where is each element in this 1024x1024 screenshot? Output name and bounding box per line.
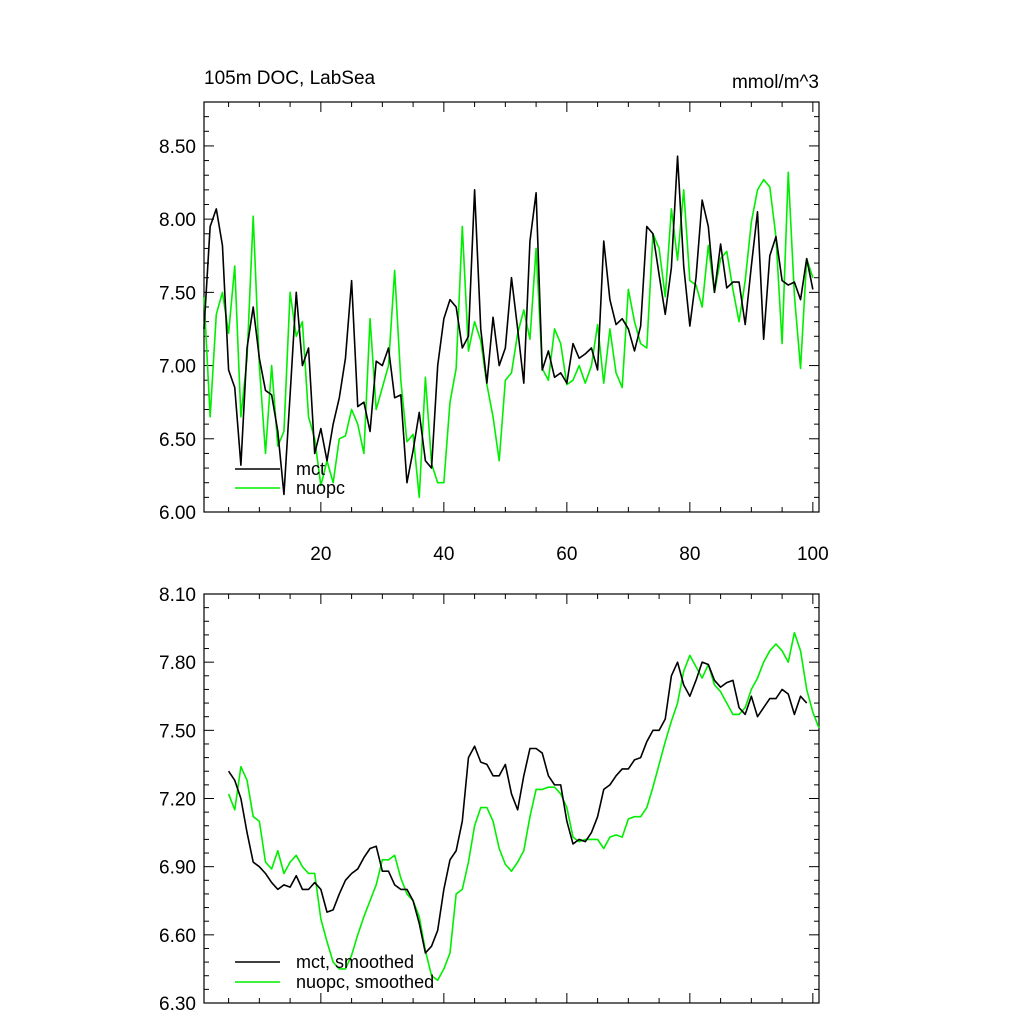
y-tick-label: 6.00 bbox=[159, 503, 196, 524]
plot-frame bbox=[203, 593, 820, 1004]
x-tick-label: 100 bbox=[797, 544, 829, 565]
legend-label: mct, smoothed bbox=[296, 952, 414, 972]
units-label: mmol/m^3 bbox=[732, 72, 819, 93]
y-tick-label: 7.50 bbox=[159, 721, 196, 742]
y-tick-label: 8.50 bbox=[159, 137, 196, 158]
legend-label: nuopc bbox=[296, 478, 345, 498]
y-tick-label: 7.20 bbox=[159, 790, 196, 811]
legend-label: nuopc, smoothed bbox=[296, 972, 434, 992]
plot-frame bbox=[203, 101, 820, 513]
legend-label: mct bbox=[296, 459, 325, 479]
x-tick-label: 20 bbox=[310, 544, 331, 565]
x-tick-label: 40 bbox=[433, 544, 454, 565]
y-tick-label: 6.90 bbox=[159, 858, 196, 879]
chart-title: 105m DOC, LabSea bbox=[204, 68, 376, 89]
y-tick-label: 6.60 bbox=[159, 926, 196, 947]
x-tick-label: 80 bbox=[679, 544, 700, 565]
y-tick-label: 6.30 bbox=[159, 994, 196, 1015]
y-tick-label: 8.00 bbox=[159, 210, 196, 231]
series-line-mct bbox=[203, 155, 814, 496]
y-tick-label: 6.50 bbox=[159, 430, 196, 451]
y-tick-label: 7.50 bbox=[159, 283, 196, 304]
y-tick-label: 7.80 bbox=[159, 653, 196, 674]
top-panel: 105m DOC, LabSea mmol/m^3 6.00 6.50 7.00 7.… bbox=[159, 68, 829, 565]
series-line-nuopc bbox=[203, 171, 814, 499]
x-tick-label: 60 bbox=[556, 544, 577, 565]
y-tick-label: 7.00 bbox=[159, 357, 196, 378]
bottom-panel: 6.30 6.60 6.90 7.20 7.50 7.80 8.10 mct, smoothe… bbox=[159, 585, 820, 1015]
series-line-nuopc-smoothed bbox=[227, 631, 820, 982]
y-tick-label: 8.10 bbox=[159, 585, 196, 606]
series-line-mct-smoothed bbox=[227, 661, 808, 954]
